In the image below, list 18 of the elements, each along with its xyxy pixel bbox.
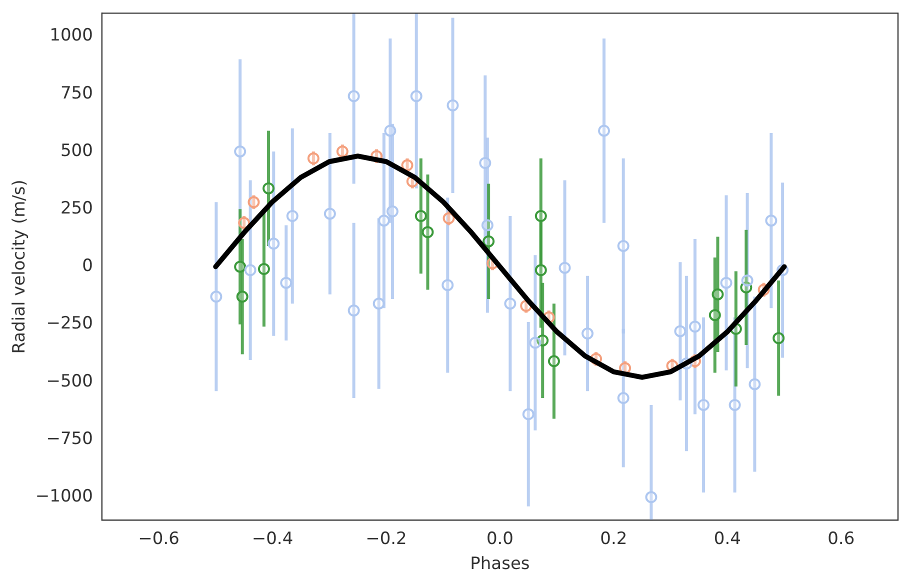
x-tick-label: 0.6 [828, 528, 855, 549]
x-axis-title: Phases [470, 554, 530, 574]
y-tick-label: 750 [60, 83, 93, 104]
y-tick-label: −1000 [35, 486, 93, 507]
y-tick-label: −500 [46, 371, 93, 392]
y-tick-label: 1000 [50, 26, 93, 46]
y-tick-label: −250 [46, 314, 93, 334]
y-tick-label: 0 [82, 256, 93, 276]
x-tick-label: 0.4 [714, 528, 741, 549]
y-tick-label: 250 [60, 198, 93, 219]
y-tick-label: −750 [46, 428, 93, 449]
y-axis-title: Radial velocity (m/s) [10, 180, 30, 354]
x-tick-label: 0.2 [600, 528, 628, 549]
x-tick-label: −0.2 [366, 528, 407, 549]
x-tick-label: 0.0 [486, 528, 514, 549]
x-tick-label: −0.4 [252, 528, 294, 549]
x-tick-label: −0.6 [138, 528, 180, 549]
y-tick-label: 500 [60, 140, 93, 161]
